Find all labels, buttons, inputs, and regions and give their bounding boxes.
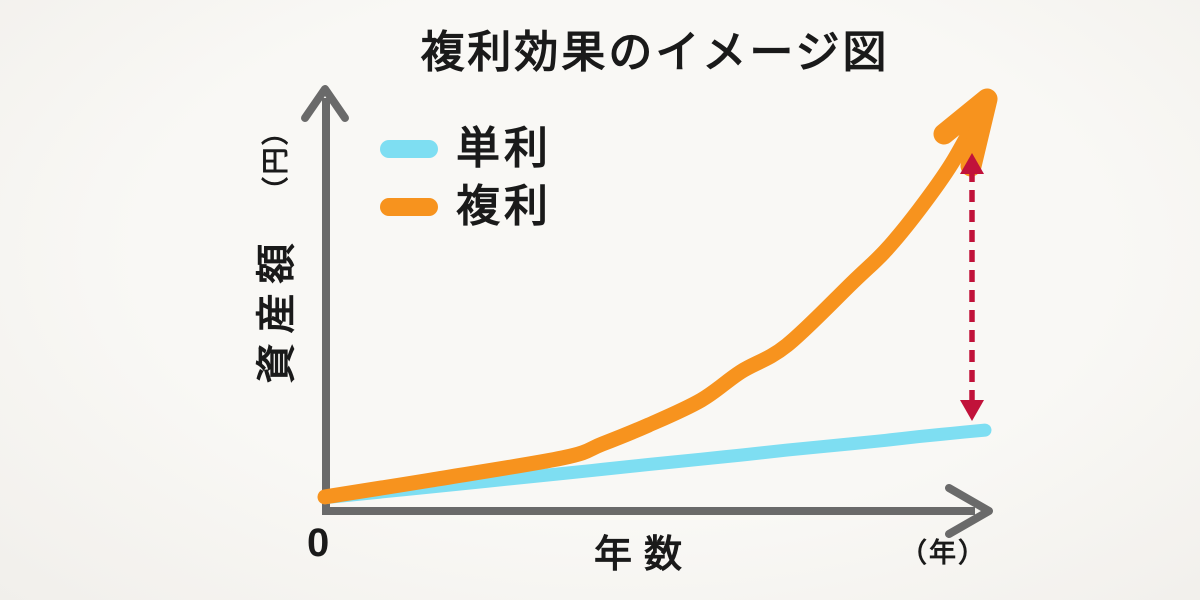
x-axis-arrow-icon	[945, 484, 993, 538]
y-axis-arrow-icon	[301, 85, 349, 122]
simple-interest-line	[318, 423, 992, 505]
x-axis	[322, 484, 993, 538]
chart-title: 複利効果のイメージ図	[420, 28, 890, 77]
y-axis-title: 資産額 （円）	[244, 117, 302, 384]
legend-item-compound: 複利	[380, 178, 552, 236]
origin-tick-label: 0	[307, 521, 330, 565]
compound-line-swatch	[380, 198, 438, 216]
gap-arrow-down-icon	[960, 400, 984, 421]
legend-label-simple: 単利	[456, 124, 552, 173]
legend-item-simple: 単利	[380, 120, 552, 178]
x-axis-unit-text: （年）	[900, 538, 987, 568]
y-axis	[301, 85, 349, 515]
y-axis-title-text: 資産額	[255, 233, 299, 384]
legend-label-compound: 複利	[456, 182, 552, 231]
compound-interest-line	[317, 95, 993, 505]
simple-line-swatch	[380, 140, 438, 158]
gap-annotation-arrow	[960, 153, 984, 421]
y-axis-unit-text: （円）	[260, 116, 291, 204]
legend: 単利 複利	[380, 120, 552, 236]
x-axis-title: 年数	[593, 534, 695, 576]
compound-line-arrowhead-icon	[933, 88, 998, 177]
gap-arrow-up-icon	[960, 153, 984, 174]
